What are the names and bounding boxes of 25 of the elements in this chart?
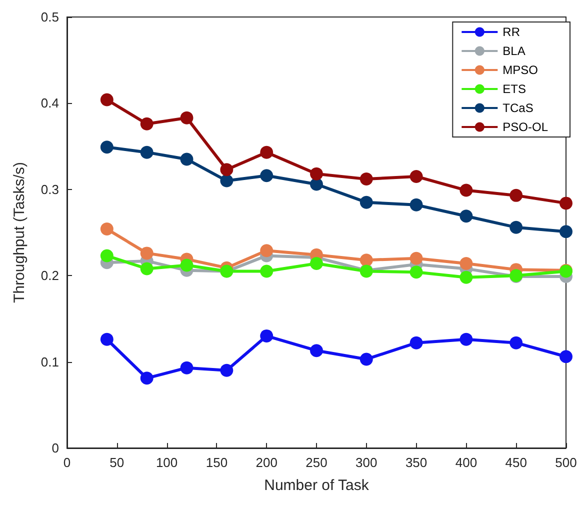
legend-label: ETS	[502, 82, 526, 96]
x-tick-label: 150	[206, 455, 228, 470]
y-tick-label: 0.3	[40, 182, 59, 197]
x-tick-label: 350	[405, 455, 428, 470]
x-tick-label: 450	[505, 455, 527, 470]
y-tick-label: 0.5	[40, 10, 59, 24]
y-axis-title: Throughput (Tasks/s)	[11, 162, 28, 303]
legend-label: BLA	[502, 44, 526, 58]
x-tick-label: 500	[555, 455, 577, 470]
legend-label: TCaS	[502, 101, 534, 115]
legend-label: PSO-OL	[502, 120, 548, 134]
x-tick-label: 400	[455, 455, 478, 470]
legend-label: MPSO	[502, 63, 538, 77]
x-tick-label: 250	[306, 455, 328, 470]
x-axis-title: Number of Task	[264, 477, 370, 494]
y-tick-label: 0.1	[40, 354, 59, 370]
y-tick-label: 0	[52, 440, 59, 456]
x-tick-label: 200	[256, 455, 278, 470]
y-tick-label: 0.2	[40, 268, 59, 284]
legend-label: RR	[502, 25, 520, 39]
x-tick-label: 300	[356, 455, 378, 470]
x-tick-label: 100	[156, 455, 178, 470]
y-tick-label: 0.4	[40, 96, 59, 111]
x-tick-label: 0	[63, 455, 71, 470]
x-tick-label: 50	[110, 455, 124, 470]
